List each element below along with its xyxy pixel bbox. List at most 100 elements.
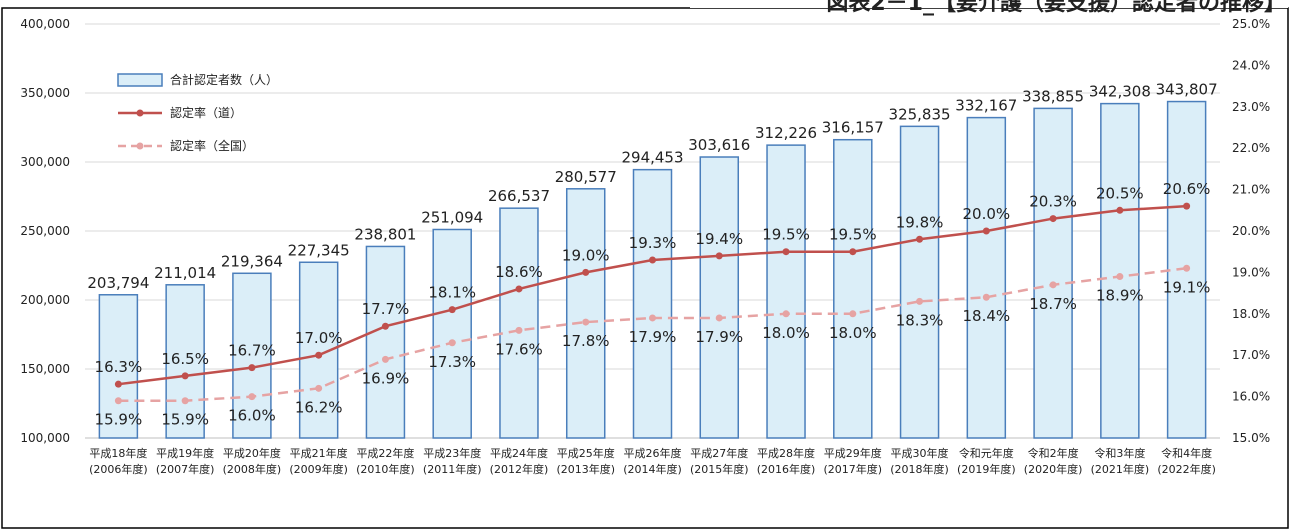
y-tick-label: 200,000 bbox=[20, 293, 70, 307]
x-tick-label: 令和3年度 bbox=[1094, 446, 1145, 460]
bar-value-label: 342,308 bbox=[1089, 83, 1151, 101]
y2-tick-label: 24.0% bbox=[1232, 58, 1270, 72]
line-point bbox=[181, 397, 189, 405]
bar-value-label: 312,226 bbox=[755, 124, 817, 142]
line-point bbox=[114, 380, 122, 388]
x-tick-label: 令和2年度 bbox=[1028, 446, 1079, 460]
x-tick-label: (2013年度) bbox=[556, 462, 615, 476]
line-value-label: 19.3% bbox=[629, 234, 677, 252]
y-tick-label: 250,000 bbox=[20, 224, 70, 238]
chart-title: 図表2－1_【要介護（要支援）認定者の推移】 bbox=[826, 0, 1286, 16]
x-tick-label: 平成18年度 bbox=[89, 446, 147, 460]
bar bbox=[232, 272, 272, 439]
line-point bbox=[849, 310, 857, 318]
x-tick-label: (2007年度) bbox=[156, 462, 215, 476]
bar-value-label: 303,616 bbox=[688, 136, 750, 154]
x-tick-label: 平成24年度 bbox=[490, 446, 548, 460]
x-tick-label: 平成23年度 bbox=[423, 446, 481, 460]
x-tick-label: 平成22年度 bbox=[356, 446, 414, 460]
y2-tick-label: 15.0% bbox=[1232, 431, 1270, 445]
x-tick-label: (2015年度) bbox=[690, 462, 749, 476]
line-value-label: 16.9% bbox=[362, 369, 410, 387]
line-point bbox=[649, 256, 656, 264]
line-point bbox=[1049, 281, 1057, 289]
line-value-label: 17.9% bbox=[695, 328, 743, 346]
bar bbox=[632, 168, 673, 439]
x-tick-label: 平成19年度 bbox=[156, 446, 214, 460]
x-tick-label: (2010年度) bbox=[356, 462, 415, 476]
x-tick-label: 平成29年度 bbox=[824, 446, 882, 460]
bar bbox=[966, 116, 1007, 439]
y-tick-label: 350,000 bbox=[20, 86, 70, 100]
legend-swatch bbox=[136, 109, 144, 117]
line-value-label: 18.6% bbox=[495, 263, 543, 281]
x-tick-label: (2009年度) bbox=[289, 462, 348, 476]
bar-value-label: 238,801 bbox=[354, 225, 416, 243]
line-point bbox=[381, 355, 389, 363]
x-tick-label: (2017年度) bbox=[824, 462, 883, 476]
bar-value-label: 211,014 bbox=[154, 264, 216, 282]
line-value-label: 17.7% bbox=[362, 300, 410, 318]
x-tick-label: 平成25年度 bbox=[557, 446, 615, 460]
line-point bbox=[916, 297, 924, 305]
line-value-label: 17.0% bbox=[295, 329, 343, 347]
bar-value-label: 219,364 bbox=[221, 252, 283, 270]
line-point bbox=[582, 318, 590, 326]
x-tick-label: 平成30年度 bbox=[891, 446, 949, 460]
line-point bbox=[849, 248, 857, 256]
bar-value-label: 227,345 bbox=[288, 241, 350, 259]
line-value-label: 18.4% bbox=[962, 307, 1010, 325]
line-value-label: 16.2% bbox=[295, 398, 343, 416]
legend-label: 認定率（全国） bbox=[170, 138, 254, 153]
line-value-label: 17.8% bbox=[562, 332, 610, 350]
title-backdrop bbox=[690, 0, 1288, 8]
x-tick-label: 平成27年度 bbox=[690, 446, 748, 460]
line-value-label: 19.0% bbox=[562, 246, 610, 264]
legend-label: 合計認定者数（人） bbox=[170, 72, 278, 87]
y2-tick-label: 18.0% bbox=[1232, 307, 1270, 321]
x-tick-label: (2019年度) bbox=[957, 462, 1016, 476]
y2-tick-label: 23.0% bbox=[1232, 100, 1270, 114]
line-value-label: 16.7% bbox=[228, 342, 276, 360]
line-value-label: 19.8% bbox=[896, 213, 944, 231]
y2-tick-label: 22.0% bbox=[1232, 141, 1270, 155]
bar bbox=[833, 138, 873, 439]
x-tick-label: (2022年度) bbox=[1157, 462, 1216, 476]
x-tick-label: 平成21年度 bbox=[290, 446, 348, 460]
line-point bbox=[982, 227, 990, 235]
line-value-label: 19.5% bbox=[829, 226, 877, 244]
line-value-label: 20.5% bbox=[1096, 184, 1144, 202]
x-tick-label: 平成26年度 bbox=[624, 446, 682, 460]
bar-value-label: 294,453 bbox=[621, 149, 683, 167]
x-tick-label: 令和元年度 bbox=[959, 446, 1014, 460]
line-point bbox=[1116, 273, 1124, 281]
line-point bbox=[181, 372, 189, 380]
bar-value-label: 332,167 bbox=[955, 97, 1017, 115]
line-value-label: 17.9% bbox=[629, 328, 677, 346]
line-value-label: 19.1% bbox=[1163, 278, 1211, 296]
y-tick-label: 300,000 bbox=[20, 155, 70, 169]
bar-value-label: 338,855 bbox=[1022, 87, 1084, 105]
line-point bbox=[982, 293, 990, 301]
frame bbox=[1, 7, 1289, 529]
line-point bbox=[448, 306, 456, 314]
line-value-label: 19.4% bbox=[695, 230, 743, 248]
line-value-label: 18.1% bbox=[428, 284, 476, 302]
y2-tick-label: 21.0% bbox=[1232, 183, 1270, 197]
line-point bbox=[448, 339, 456, 347]
line-point bbox=[1116, 206, 1124, 214]
line-point bbox=[649, 314, 656, 322]
bar bbox=[165, 284, 205, 439]
bar bbox=[432, 228, 472, 439]
line-value-label: 18.0% bbox=[829, 324, 877, 342]
legend-label: 認定率（道） bbox=[170, 105, 242, 120]
line-point bbox=[315, 384, 323, 392]
y2-tick-label: 17.0% bbox=[1232, 348, 1270, 362]
line-point bbox=[515, 285, 523, 293]
bar bbox=[899, 125, 940, 439]
bar bbox=[766, 144, 806, 439]
bar bbox=[565, 188, 606, 439]
bar-value-label: 316,157 bbox=[822, 119, 884, 137]
line-point bbox=[114, 397, 122, 405]
x-tick-label: (2016年度) bbox=[757, 462, 816, 476]
